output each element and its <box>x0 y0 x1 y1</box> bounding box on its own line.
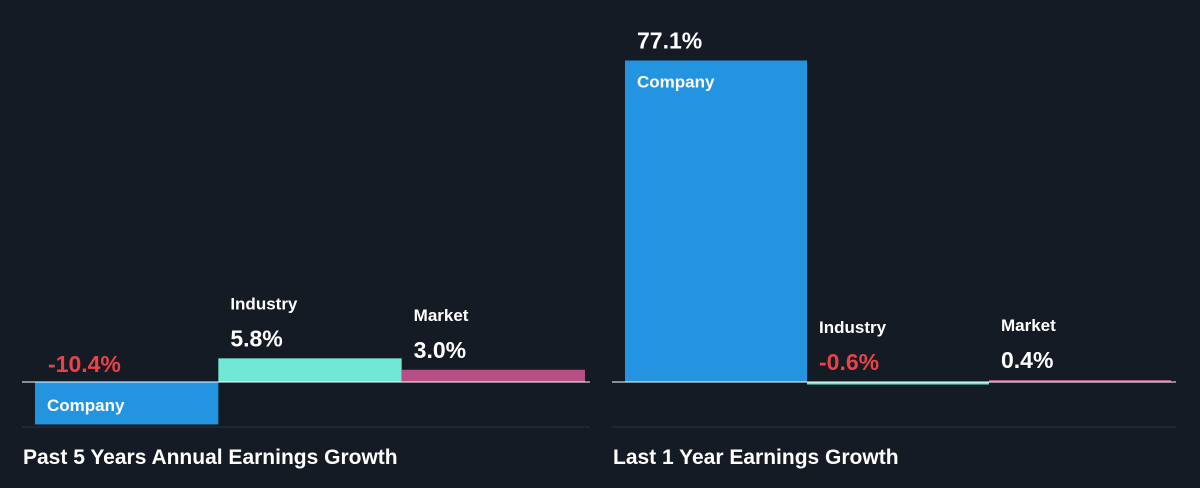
bar-company <box>625 60 807 382</box>
value-label-market: 0.4% <box>1001 347 1053 373</box>
category-label-industry: Industry <box>230 294 298 313</box>
bar-industry <box>807 382 989 385</box>
bar-company <box>35 382 219 425</box>
value-label-market: 3.0% <box>414 337 466 363</box>
category-label-company: Company <box>637 72 715 91</box>
bar-market <box>989 380 1171 382</box>
chart-title-past-5-years: Past 5 Years Annual Earnings Growth <box>23 446 398 469</box>
chart-title-last-1-year: Last 1 Year Earnings Growth <box>613 446 899 469</box>
value-label-company: 77.1% <box>637 27 702 53</box>
value-label-industry: 5.8% <box>230 325 282 351</box>
value-label-company: -10.4% <box>48 351 121 377</box>
bar-market <box>401 369 585 382</box>
category-label-market: Market <box>414 306 469 325</box>
bar-industry <box>218 358 402 382</box>
category-label-company: Company <box>47 396 125 415</box>
category-label-industry: Industry <box>819 318 887 337</box>
value-label-industry: -0.6% <box>819 349 879 375</box>
category-label-market: Market <box>1001 316 1056 335</box>
